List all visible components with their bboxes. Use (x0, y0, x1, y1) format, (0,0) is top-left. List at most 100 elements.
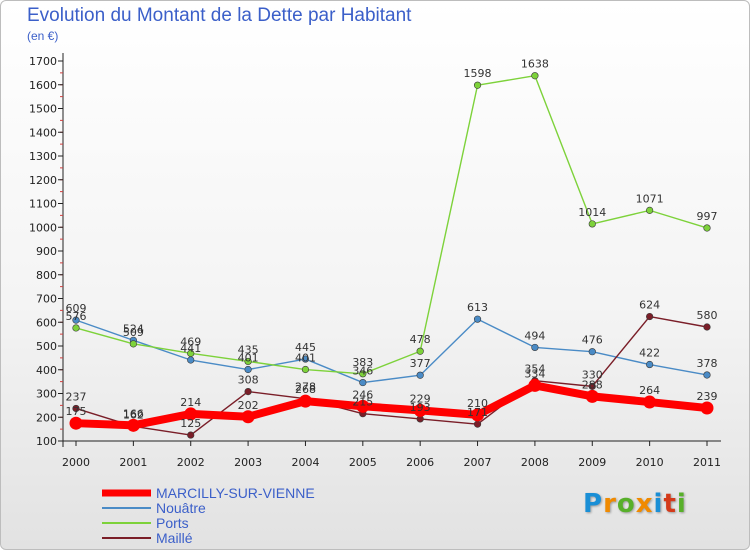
data-point (588, 348, 596, 356)
data-label: 229 (410, 392, 431, 405)
x-tick-label: 2006 (406, 456, 434, 469)
data-point (129, 340, 137, 348)
x-tick-label: 2004 (291, 456, 319, 469)
y-tick-label: 600 (36, 316, 57, 329)
brand-letter: r (603, 489, 617, 519)
chart-axes: 100 200 300 400 500 600 700 800 900 1000 1100 1200 1… (29, 53, 721, 469)
data-label: 580 (697, 309, 718, 322)
y-tick-label: 900 (36, 245, 57, 258)
data-point (588, 220, 596, 228)
data-label: 378 (697, 357, 718, 370)
data-point (416, 347, 424, 355)
data-point (241, 410, 255, 424)
data-point (69, 416, 83, 430)
data-label: 175 (66, 405, 87, 418)
series-line (75, 315, 708, 436)
data-label: 422 (639, 347, 660, 360)
data-label: 125 (180, 417, 201, 430)
data-label: 1071 (636, 192, 664, 205)
y-tick-label: 200 (36, 411, 57, 424)
series-line (75, 318, 708, 384)
data-label: 346 (352, 365, 373, 378)
data-point (359, 370, 367, 378)
brand-letter: i (676, 489, 687, 519)
y-tick-label: 500 (36, 340, 57, 353)
y-tick-label: 1600 (29, 79, 57, 92)
data-point (531, 72, 539, 80)
brand-letter: o (616, 489, 636, 519)
y-tick-label: 100 (36, 435, 57, 448)
x-tick-label: 2009 (578, 456, 606, 469)
data-label: 1598 (464, 67, 492, 80)
data-label: 308 (238, 374, 259, 387)
data-label: 278 (295, 381, 316, 394)
x-tick-label: 2005 (349, 456, 377, 469)
y-tick-label: 300 (36, 388, 57, 401)
x-tick-label: 2010 (636, 456, 664, 469)
x-tick-label: 2007 (464, 456, 492, 469)
data-label: 445 (295, 341, 316, 354)
data-label: 288 (582, 378, 603, 391)
data-label: 239 (697, 390, 718, 403)
data-point (244, 365, 252, 374)
data-label: 330 (582, 368, 603, 381)
y-tick-label: 1000 (29, 221, 57, 234)
data-point (359, 378, 367, 387)
data-point (646, 312, 654, 321)
data-point (585, 389, 599, 403)
data-point (413, 403, 427, 417)
data-label: 215 (352, 396, 373, 409)
chart-subtitle: (en €) (27, 29, 59, 43)
data-label: 166 (123, 407, 144, 420)
data-point (187, 356, 195, 364)
data-point (473, 420, 482, 428)
y-tick-label: 700 (36, 293, 57, 306)
data-label: 237 (66, 390, 87, 403)
series-line (72, 381, 711, 430)
data-point (528, 378, 542, 392)
data-point (703, 371, 711, 379)
y-tick-label: 1200 (29, 174, 57, 187)
data-label: 193 (410, 401, 431, 414)
data-label: 1014 (578, 206, 606, 219)
data-label: 469 (180, 335, 201, 348)
data-label: 441 (180, 342, 201, 355)
data-label: 162 (123, 408, 144, 421)
data-point (298, 394, 312, 408)
data-label: 401 (238, 352, 259, 365)
data-label: 624 (639, 299, 660, 312)
data-label: 264 (639, 384, 660, 397)
data-point (416, 371, 424, 379)
data-point (643, 395, 657, 409)
brand-letter: P (583, 489, 604, 519)
data-label: 613 (467, 301, 488, 314)
data-label: 478 (410, 333, 431, 346)
x-tick-label: 2011 (693, 456, 721, 469)
data-label: 494 (524, 329, 545, 342)
legend-label: MARCILLY-SUR-VIENNE (156, 485, 315, 501)
data-point (473, 315, 482, 323)
data-point (471, 408, 485, 422)
data-point (72, 404, 80, 413)
y-tick-label: 1700 (29, 55, 57, 68)
chart-title: Evolution du Montant de la Dette par Hab… (27, 5, 412, 26)
brand-letter: t (663, 489, 677, 519)
data-point (301, 365, 310, 374)
y-tick-label: 800 (36, 269, 57, 282)
data-label: 202 (238, 399, 259, 412)
legend-label: Nouâtre (156, 500, 206, 516)
data-label: 383 (352, 356, 373, 369)
data-point (72, 324, 80, 332)
data-label: 268 (295, 383, 316, 396)
x-tick-label: 2000 (62, 456, 90, 469)
data-point (72, 316, 80, 324)
x-tick-label: 2001 (119, 456, 147, 469)
data-label: 377 (410, 357, 431, 370)
data-point (646, 360, 654, 369)
data-point (184, 407, 198, 421)
data-label: 435 (238, 343, 259, 356)
chart-series (69, 72, 714, 439)
